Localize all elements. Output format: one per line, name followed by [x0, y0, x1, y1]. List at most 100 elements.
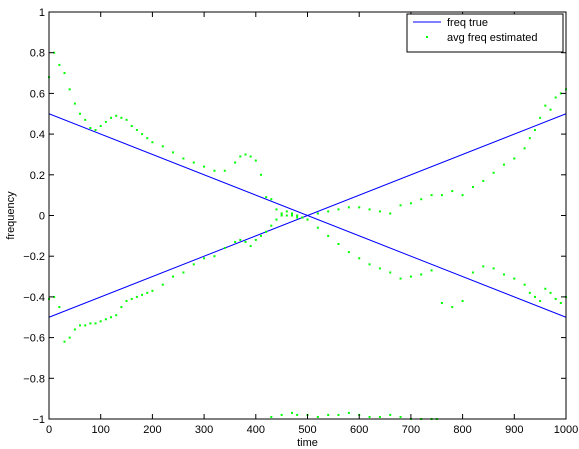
series-3-point [234, 240, 237, 243]
series-2-point [89, 127, 92, 129]
series-2-point [68, 88, 71, 91]
y-axis-ticks: −1 −0.8 −0.6 −0.4 −0.2 0 0.2 0.4 0.6 0.8 1 [23, 7, 566, 426]
y-tick-label: 0.8 [30, 48, 45, 60]
x-tick-label: 1000 [554, 424, 578, 436]
y-tick-label: 0.2 [30, 170, 45, 182]
series-3-point [275, 218, 278, 221]
series-2-point [130, 124, 133, 127]
series-3-point [115, 314, 118, 317]
series-2-point [182, 157, 185, 160]
series-3-point [53, 295, 56, 298]
series-2-point [192, 161, 195, 164]
x-tick-label: 800 [453, 424, 471, 436]
series-3-point [172, 275, 175, 278]
series-3-point [223, 247, 226, 250]
series-3-point [265, 230, 268, 233]
series-2-point [172, 151, 175, 154]
series-2-point [539, 116, 542, 119]
series-2-point [99, 124, 102, 127]
series-3-point [259, 234, 262, 237]
y-tick-label: 0.4 [30, 129, 45, 141]
series-3-point [523, 283, 526, 286]
plot-area [48, 51, 567, 420]
series-2-point [528, 137, 531, 140]
series-2-point [316, 212, 319, 215]
series-4-point [378, 415, 381, 418]
series-4-point [316, 415, 319, 418]
series-2-point [399, 204, 402, 207]
series-3-point [125, 299, 128, 302]
legend-entry-label: freq true [447, 17, 488, 29]
series-4-point [389, 413, 392, 416]
series-3-point [104, 318, 107, 321]
series-2-point [259, 173, 262, 176]
series-3-point [270, 224, 273, 227]
series-2-point [53, 51, 56, 54]
series-2-point [523, 147, 526, 150]
series-3-point [73, 328, 76, 331]
series-2-point [358, 206, 361, 209]
series-3-point [327, 234, 330, 237]
series-2-point [84, 118, 87, 121]
series-2-point [461, 194, 464, 197]
series-2-point [378, 210, 381, 213]
x-tick-label: 500 [298, 424, 316, 436]
y-tick-label: −0.6 [23, 333, 45, 345]
series-2-point [203, 165, 206, 168]
y-tick-label: −0.8 [23, 373, 45, 385]
x-tick-label: 400 [247, 424, 265, 436]
series-2-point [285, 214, 288, 217]
series-2-point [559, 92, 562, 95]
series-3-point [420, 273, 423, 276]
series-3-point [544, 287, 547, 290]
series-2-point [420, 198, 423, 201]
series-2-point [451, 190, 454, 193]
series-2-point [79, 112, 82, 115]
series-3-point [337, 242, 340, 245]
series-3-point [192, 263, 195, 266]
series-2-point [554, 96, 557, 99]
series-3-point [409, 275, 412, 278]
series-2-point [249, 155, 252, 158]
legend: freq true avg freq estimated [406, 13, 564, 53]
series-3-point [182, 271, 185, 274]
series-2-point [104, 120, 107, 123]
series-3-point [254, 238, 257, 241]
series-3-point [161, 283, 164, 286]
series-3-point [290, 212, 293, 215]
series-2-point [275, 208, 278, 211]
series-2-point [244, 153, 247, 156]
y-tick-label: −0.2 [23, 251, 45, 263]
series-3-point [358, 257, 361, 260]
series-2-point [58, 63, 61, 66]
series-3-point [151, 289, 154, 292]
series-2-point [430, 194, 433, 197]
x-axis-label: time [297, 437, 318, 449]
series-3-point [213, 255, 216, 258]
series-4-point [296, 413, 299, 416]
series-2-point [110, 116, 113, 119]
series-2-point [73, 102, 76, 105]
series-3-point [296, 214, 299, 217]
series-3-point [110, 316, 113, 319]
series-2-point [482, 179, 485, 182]
series-3-point [378, 267, 381, 270]
series-2-point [502, 163, 505, 166]
x-axis-ticks: 0 100 200 300 400 500 600 700 800 900 1000 [46, 12, 578, 436]
series-2-point [389, 212, 392, 215]
series-2-point [533, 129, 536, 132]
series-3-point [539, 299, 542, 302]
series-4-point [280, 413, 283, 416]
series-3-point [301, 216, 304, 219]
series-2-point [146, 137, 149, 140]
series-2-point [63, 72, 66, 75]
series-3-point [239, 238, 242, 241]
series-3-point [513, 277, 516, 280]
series-3-point [306, 218, 309, 221]
series-3-point [461, 299, 464, 302]
series-3-point [141, 293, 144, 296]
series-2-point [471, 186, 474, 189]
series-2-point [270, 198, 273, 201]
series-2-point [492, 171, 495, 174]
